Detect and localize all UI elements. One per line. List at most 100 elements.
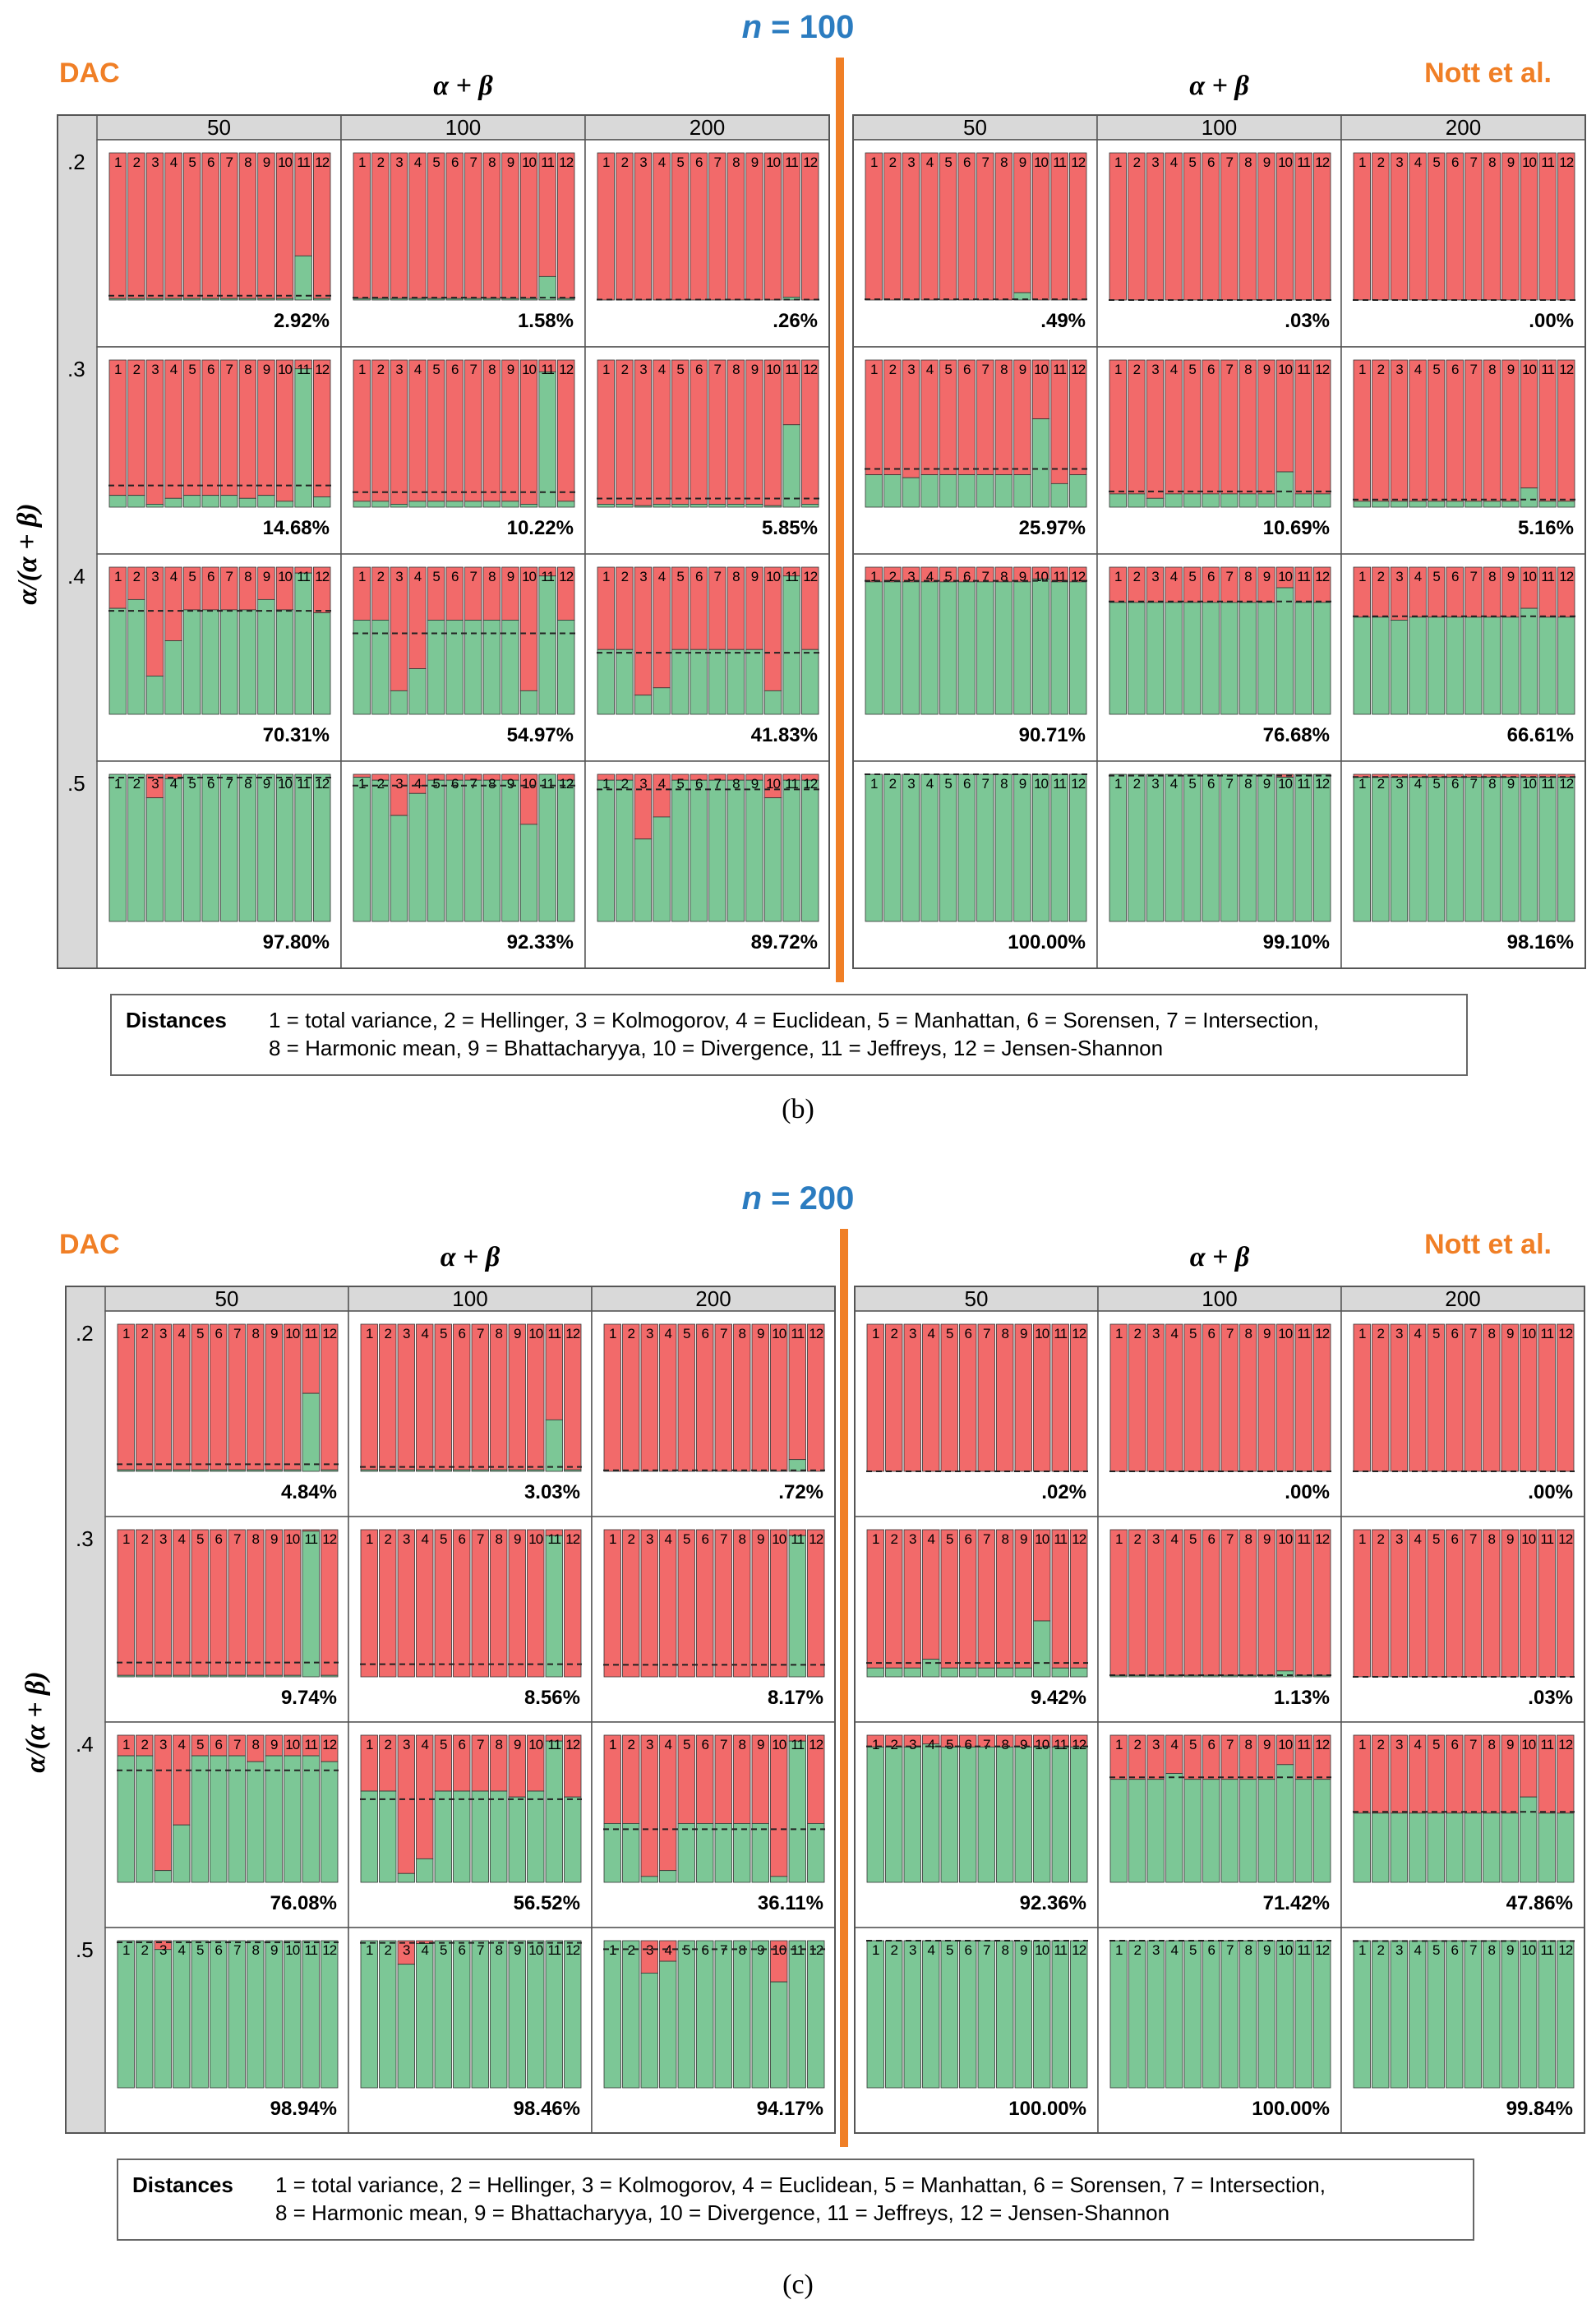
bar-green bbox=[801, 504, 819, 508]
bar-red bbox=[653, 359, 671, 505]
bar-green bbox=[471, 1940, 489, 2089]
bar-green bbox=[922, 1659, 940, 1678]
bar-red bbox=[353, 152, 371, 299]
bar-green bbox=[1128, 1779, 1146, 1883]
column-header-label: 50 bbox=[207, 115, 231, 140]
bar-id-label: 6 bbox=[963, 362, 971, 377]
bar-id-label: 5 bbox=[1188, 362, 1196, 377]
bar-id-label: 1 bbox=[609, 1326, 616, 1341]
bar-id-label: 5 bbox=[1432, 776, 1440, 792]
bar-id-label: 3 bbox=[403, 1737, 410, 1752]
bar-green bbox=[238, 497, 257, 508]
bar-green bbox=[228, 1674, 246, 1678]
bar-id-label: 2 bbox=[385, 1531, 392, 1547]
bar-id-label: 2 bbox=[1133, 776, 1141, 792]
bar-id-label: 5 bbox=[944, 362, 952, 377]
bar-red bbox=[127, 152, 145, 299]
bar-green bbox=[959, 1667, 977, 1678]
row-header-label: .5 bbox=[67, 771, 85, 796]
percent-label: 25.97% bbox=[1019, 517, 1086, 539]
bar-green bbox=[302, 1531, 320, 1678]
percent-label: .49% bbox=[1040, 310, 1086, 332]
bar-id-label: 3 bbox=[639, 776, 647, 792]
bar-red bbox=[564, 1529, 582, 1678]
bar-id-label: 9 bbox=[751, 776, 759, 792]
bar-green bbox=[1165, 1940, 1183, 2089]
bar-green bbox=[1372, 777, 1390, 922]
bar-id-label: 12 bbox=[809, 1326, 823, 1341]
percent-label: 70.31% bbox=[263, 724, 330, 746]
bar-id-label: 3 bbox=[403, 1326, 410, 1341]
cell: 1 2 3 4 5 6 7 8 9 10 11 12.03% bbox=[1096, 139, 1342, 348]
bar-id-label: 12 bbox=[1315, 1326, 1329, 1341]
bar-id-label: 8 bbox=[1000, 362, 1008, 377]
bar-id-label: 7 bbox=[1226, 569, 1234, 584]
bar-id-label: 2 bbox=[621, 569, 629, 584]
bar-id-label: 7 bbox=[1470, 776, 1478, 792]
bar-id-label: 2 bbox=[385, 1737, 392, 1752]
bar-id-label: 1 bbox=[609, 1737, 616, 1752]
bar-id-label: 5 bbox=[432, 569, 440, 584]
bar-id-label: 5 bbox=[946, 1942, 953, 1958]
bar-green bbox=[1165, 773, 1183, 922]
bar-red bbox=[1128, 1323, 1146, 1472]
bar-id-label: 11 bbox=[785, 155, 798, 170]
bar-red bbox=[1239, 1529, 1257, 1676]
bar-red bbox=[210, 1323, 228, 1471]
bar-red bbox=[996, 1323, 1014, 1472]
bar-red bbox=[136, 1529, 154, 1676]
bar-id-label: 4 bbox=[414, 776, 422, 792]
bar-green bbox=[1013, 773, 1031, 922]
method-label-nott: Nott et al. bbox=[1424, 1229, 1552, 1260]
bar-id-label: 9 bbox=[1263, 569, 1271, 584]
bar-green bbox=[616, 649, 634, 715]
bar-red bbox=[1128, 1529, 1146, 1676]
bar-id-label: 9 bbox=[757, 1737, 764, 1752]
bar-id-label: 8 bbox=[496, 1737, 503, 1752]
bar-red bbox=[482, 152, 501, 299]
bar-id-label: 3 bbox=[1395, 1737, 1403, 1752]
bar-green bbox=[1257, 1940, 1275, 2089]
bar-green bbox=[265, 1940, 283, 2089]
bar-green bbox=[371, 298, 390, 301]
bar-id-label: 4 bbox=[1414, 776, 1422, 792]
bar-green bbox=[1257, 1779, 1275, 1883]
bar-green bbox=[1390, 1940, 1408, 2089]
bar-red bbox=[173, 1323, 191, 1471]
bar-green bbox=[501, 298, 519, 301]
cell: 1 2 3 4 5 6 7 8 9 10 11 12.02% bbox=[854, 1310, 1099, 1517]
bar-red bbox=[770, 1529, 788, 1678]
bar-green bbox=[1202, 1779, 1220, 1883]
percent-label: 41.83% bbox=[751, 724, 818, 746]
bar-id-label: 11 bbox=[297, 569, 310, 584]
bar-id-label: 2 bbox=[1377, 1326, 1385, 1341]
bar-green bbox=[1372, 1940, 1390, 2089]
bar-green bbox=[597, 504, 615, 508]
bar-green bbox=[807, 1822, 825, 1883]
bar-green bbox=[1353, 1940, 1371, 2089]
bar-red bbox=[1031, 152, 1050, 301]
bar-id-label: 5 bbox=[1432, 1737, 1440, 1752]
grid-border bbox=[854, 1286, 1585, 2134]
bar-green bbox=[801, 779, 819, 922]
bar-id-label: 9 bbox=[263, 155, 270, 170]
bar-id-label: 2 bbox=[385, 1326, 392, 1341]
bar-id-label: 11 bbox=[1297, 362, 1310, 377]
bar-green bbox=[265, 1469, 283, 1472]
bar-green bbox=[1538, 1812, 1556, 1883]
bar-id-label: 7 bbox=[1226, 362, 1234, 377]
bar-red bbox=[1013, 152, 1031, 293]
bar-green bbox=[733, 1940, 751, 2089]
bar-green bbox=[1294, 1940, 1312, 2089]
bar-red bbox=[1520, 1529, 1538, 1678]
bar-id-label: 12 bbox=[1072, 1942, 1086, 1958]
bar-id-label: 6 bbox=[215, 1531, 223, 1547]
bar-id-label: 2 bbox=[1134, 1531, 1142, 1547]
bar-id-label: 8 bbox=[244, 569, 251, 584]
bar-green bbox=[920, 581, 939, 715]
percent-label: 66.61% bbox=[1507, 724, 1574, 746]
